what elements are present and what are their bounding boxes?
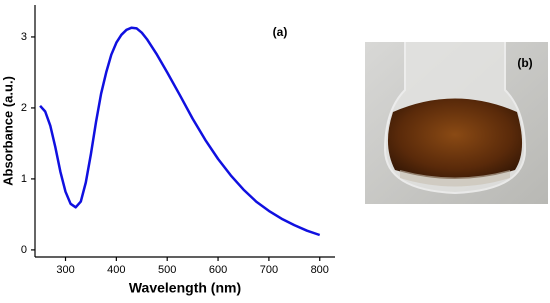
photo: (b) (365, 42, 548, 204)
x-tick-label: 600 (209, 264, 227, 276)
flask-base (400, 170, 510, 187)
x-tick-label: 300 (56, 264, 74, 276)
y-axis-title: Absorbance (a.u.) (0, 76, 15, 186)
photo-label: (b) (517, 56, 532, 70)
y-tick-label: 0 (21, 244, 27, 256)
y-tick-label: 3 (21, 31, 27, 43)
liquid (387, 98, 523, 179)
x-tick-label: 400 (107, 264, 125, 276)
x-tick-label: 500 (158, 264, 176, 276)
x-axis-title: Wavelength (nm) (129, 280, 241, 296)
line-series (39, 26, 321, 237)
x-tick-label: 700 (260, 264, 278, 276)
annotation: (a) (273, 25, 288, 39)
y-tick-label: 1 (21, 173, 27, 185)
x-tick-label: 800 (311, 264, 329, 276)
y-tick-label: 2 (21, 102, 27, 114)
